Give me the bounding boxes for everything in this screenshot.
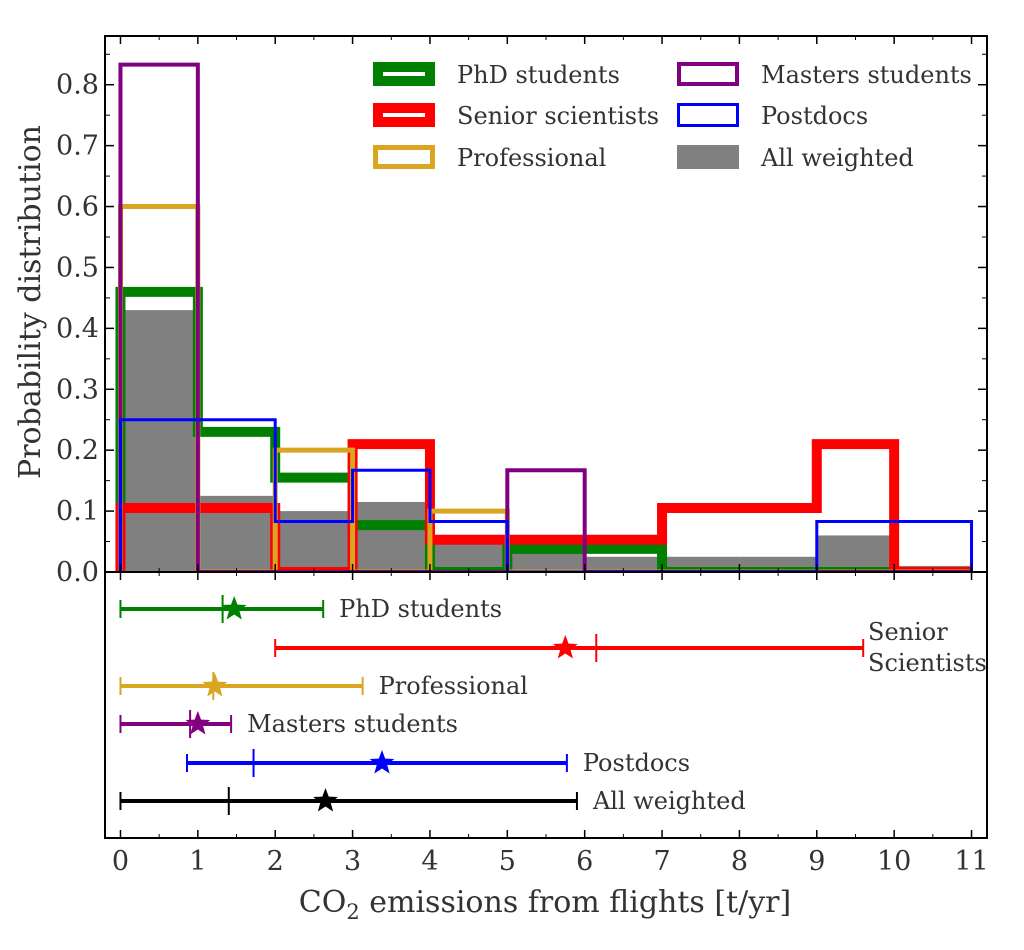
range-mean-star-professional [202,673,228,697]
histogram-panel [115,62,974,572]
y-tick-label-1: 0.1 [56,496,99,527]
bar-all-9 [816,535,895,572]
x-tick-label-0: 0 [112,846,129,877]
x-tick-label-2: 2 [267,846,284,877]
step-postdocs [118,418,974,572]
legend-swatch-professional [373,145,435,169]
legend-swatch-postdocs [677,103,739,127]
range-label-professional: Professional [379,672,528,700]
y-tick-label-4: 0.4 [56,313,99,344]
legend-label-phd: PhD students [457,61,620,89]
y-tick-label-0: 0.0 [56,557,99,588]
range-mean-star-masters [185,711,211,735]
x-tick-label-9: 9 [808,846,825,877]
range-mean-star-phd [221,596,247,620]
x-tick-label-1: 1 [189,846,206,877]
legend-label-postdocs: Postdocs [761,102,868,130]
range-mean-star-all [313,788,338,812]
y-tick-label-7: 0.7 [56,131,99,162]
range-label2-senior: Scientists [868,649,987,677]
y-tick-label-8: 0.8 [56,70,99,101]
y-axis-label: Probability distribution [13,125,48,479]
y-tick-label-3: 0.3 [56,374,99,405]
x-axis-label-main: CO [299,885,347,920]
bar-all-4 [429,541,508,572]
x-tick-label-11: 11 [954,846,988,877]
y-tick-label-5: 0.5 [56,252,99,283]
bar-all-5 [507,550,585,572]
legend-label-masters: Masters students [761,61,972,89]
range-label-masters: Masters students [247,710,458,738]
range-label-all: All weighted [592,787,746,815]
bar-all-6 [584,556,663,572]
x-tick-label-3: 3 [344,846,361,877]
legend-label-senior: Senior scientists [457,102,659,130]
axis-ticks: 0 1 2 3 4 5 6 7 8 9 10 11 0.0 0.1 0.2 0.3 0.4 0.5 0.6 0.7 0.… [56,36,989,877]
range-mean-star-postdocs [369,750,395,774]
range-panel: PhD students Senior Scientists Professional… [119,595,987,815]
legend-label-all: All weighted [760,144,914,172]
legend-label-professional: Professional [457,144,606,172]
range-label-senior: Senior [868,618,948,646]
x-axis-label-subscript: 2 [346,900,359,924]
range-label-phd: PhD students [339,595,502,623]
histogram-plot-area [115,62,974,572]
bar-all-0 [120,310,198,572]
x-tick-label-10: 10 [877,846,911,877]
legend-swatch-senior [373,103,435,127]
y-tick-label-6: 0.6 [56,192,99,223]
x-tick-label-6: 6 [576,846,593,877]
range-mean-star-senior [552,635,578,659]
legend-swatch-masters [677,62,739,86]
x-tick-label-5: 5 [499,846,516,877]
legend: PhD students Masters students Senior scien… [373,61,972,172]
bar-all-3 [352,501,430,572]
legend-swatch-phd [373,62,435,86]
x-tick-label-7: 7 [653,846,670,877]
y-tick-label-2: 0.2 [56,435,99,466]
x-axis-label-rest: emissions from flights [t/yr] [360,885,792,920]
x-tick-label-8: 8 [731,846,748,877]
range-label-postdocs: Postdocs [583,749,690,777]
legend-swatch-all [677,145,739,169]
x-axis-label: CO2 emissions from flights [t/yr] [299,885,791,924]
x-tick-label-4: 4 [421,846,438,877]
